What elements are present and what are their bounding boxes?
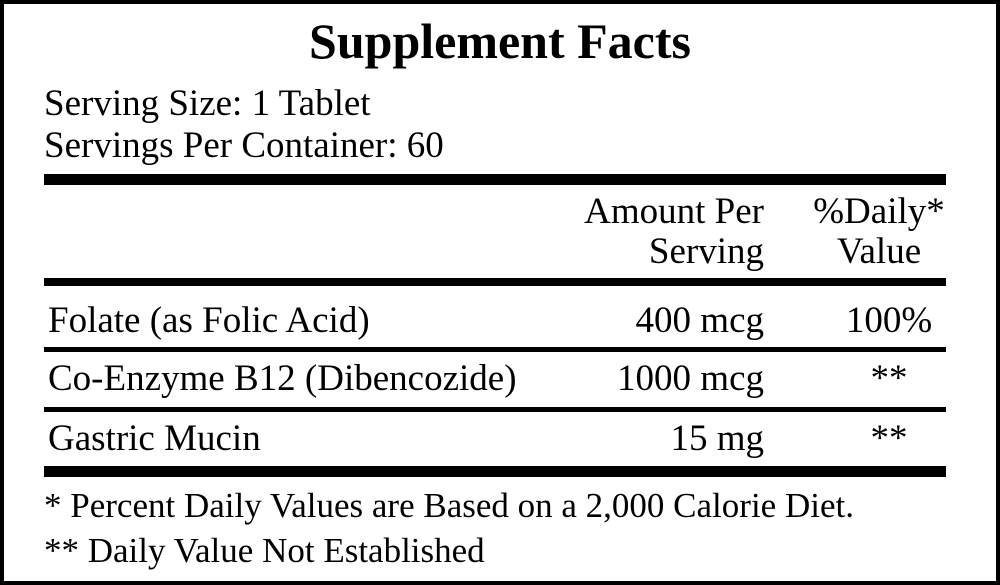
row-amount: 15 mg (670, 418, 764, 459)
panel-title: Supplement Facts (309, 13, 691, 69)
row-amount: 400 mcg (635, 300, 764, 341)
serving-size: Serving Size: 1 Tablet (44, 83, 371, 124)
row-dv: 100% (845, 300, 933, 341)
footnote: ** Daily Value Not Established (44, 531, 485, 570)
divider (44, 278, 946, 286)
row-divider (44, 407, 946, 412)
row-divider (44, 347, 946, 352)
row-amount: 1000 mcg (617, 358, 764, 399)
servings-per-container: Servings Per Container: 60 (44, 125, 444, 166)
daily-value-header: %Daily* Value (813, 191, 945, 272)
amount-header: Amount Per Serving (584, 191, 764, 272)
row-name: Co-Enzyme B12 (Dibencozide) (48, 358, 517, 399)
row-name: Gastric Mucin (48, 418, 261, 459)
row-dv: ** (870, 358, 908, 399)
thick-divider (44, 466, 946, 477)
footnote: * Percent Daily Values are Based on a 2,… (44, 486, 854, 525)
row-name: Folate (as Folic Acid) (48, 300, 370, 341)
thick-divider (44, 174, 946, 185)
row-dv: ** (870, 418, 908, 459)
